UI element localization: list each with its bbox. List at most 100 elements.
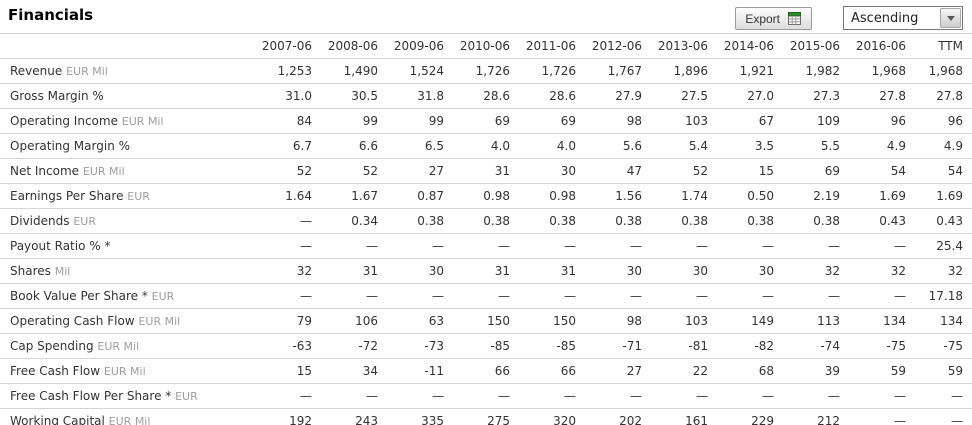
cell-value: —	[246, 233, 312, 259]
cell-value: 27.8	[906, 83, 972, 109]
cell-value: —	[312, 383, 378, 409]
column-header: 2010-06	[444, 34, 510, 59]
cell-value: —	[246, 383, 312, 409]
row-label: Free Cash Flow EUR Mil	[0, 358, 246, 384]
row-label: Book Value Per Share * EUR	[0, 283, 246, 309]
cell-value: 0.38	[378, 208, 444, 234]
table-row: Cap Spending EUR Mil -63 -72 -73 -85 -85 -71 -8…	[0, 333, 972, 359]
cell-value: -75	[906, 333, 972, 359]
cell-value: 25.4	[906, 233, 972, 259]
cell-value: -81	[642, 333, 708, 359]
cell-value: 79	[246, 308, 312, 334]
column-header: 2007-06	[246, 34, 312, 59]
cell-value: —	[774, 383, 840, 409]
cell-value: 6.6	[312, 133, 378, 159]
cell-value: —	[246, 208, 312, 234]
column-header: 2012-06	[576, 34, 642, 59]
cell-value: 27	[576, 358, 642, 384]
row-unit: EUR	[151, 290, 175, 303]
cell-value: 192	[246, 408, 312, 425]
cell-value: —	[840, 408, 906, 425]
cell-value: 63	[378, 308, 444, 334]
cell-value: —	[510, 283, 576, 309]
row-label-text: Payout Ratio % *	[10, 239, 111, 253]
cell-value: 96	[906, 108, 972, 134]
row-label-text: Free Cash Flow Per Share *	[10, 389, 172, 403]
cell-value: —	[642, 383, 708, 409]
cell-value: 59	[840, 358, 906, 384]
cell-value: 320	[510, 408, 576, 425]
cell-value: —	[708, 383, 774, 409]
cell-value: 2.19	[774, 183, 840, 209]
cell-value: 149	[708, 308, 774, 334]
row-label: Revenue EUR Mil	[0, 58, 246, 84]
cell-value: 66	[510, 358, 576, 384]
row-unit: EUR Mil	[121, 115, 164, 128]
row-label: Net Income EUR Mil	[0, 158, 246, 184]
cell-value: 32	[774, 258, 840, 284]
row-label: Operating Margin %	[0, 133, 246, 159]
row-label-text: Free Cash Flow	[10, 364, 101, 378]
cell-value: 243	[312, 408, 378, 425]
row-unit: EUR	[175, 390, 198, 403]
page-title: Financials	[8, 6, 94, 24]
cell-value: 335	[378, 408, 444, 425]
cell-value: 6.5	[378, 133, 444, 159]
column-header: TTM	[906, 34, 972, 59]
table-row: Gross Margin % 31.0 30.5 31.8 28.6 28.6 27.9 27…	[0, 83, 972, 109]
cell-value: —	[840, 383, 906, 409]
cell-value: 39	[774, 358, 840, 384]
cell-value: 31	[510, 258, 576, 284]
row-unit: EUR Mil	[138, 315, 181, 328]
table-row: Working Capital EUR Mil 192 243 335 275 320 20…	[0, 408, 972, 425]
export-button[interactable]: Export	[735, 7, 812, 30]
cell-value: 17.18	[906, 283, 972, 309]
row-label-text: Operating Margin %	[10, 139, 131, 153]
cell-value: 27	[378, 158, 444, 184]
cell-value: —	[840, 283, 906, 309]
dropdown-arrow-button[interactable]	[940, 8, 961, 28]
cell-value: —	[444, 383, 510, 409]
row-unit: EUR Mil	[66, 65, 108, 78]
cell-value: 59	[906, 358, 972, 384]
cell-value: —	[378, 383, 444, 409]
cell-value: —	[906, 383, 972, 409]
row-unit: Mil	[54, 265, 71, 278]
cell-value: 4.0	[510, 133, 576, 159]
cell-value: 113	[774, 308, 840, 334]
table-row: Operating Income EUR Mil 84 99 99 69 69 98 103 6…	[0, 108, 972, 134]
cell-value: 69	[444, 108, 510, 134]
chevron-down-icon	[946, 15, 955, 21]
cell-value: —	[510, 383, 576, 409]
cell-value: 150	[444, 308, 510, 334]
row-label-text: Net Income	[10, 164, 80, 178]
cell-value: 5.5	[774, 133, 840, 159]
cell-value: 0.43	[840, 208, 906, 234]
row-label-text: Gross Margin %	[10, 89, 104, 103]
column-header: 2015-06	[774, 34, 840, 59]
table-row: Operating Margin % 6.7 6.6 6.5 4.0 4.0 5.6 5.4 3…	[0, 133, 972, 159]
cell-value: 27.8	[840, 83, 906, 109]
cell-value: 31	[444, 158, 510, 184]
table-row: Book Value Per Share * EUR — — — — — — — — — —17.1…	[0, 283, 972, 309]
row-label-text: Operating Cash Flow	[10, 314, 135, 328]
table-row: Shares Mil 32 31 30 31 31 30 30 30 32 32 32	[0, 258, 972, 284]
cell-value: 69	[774, 158, 840, 184]
cell-value: 0.87	[378, 183, 444, 209]
cell-value: 109	[774, 108, 840, 134]
table-row: Earnings Per Share EUR 1.64 1.67 0.87 0.98 0.…	[0, 183, 972, 209]
sort-order-dropdown[interactable]: Ascending	[843, 6, 963, 30]
cell-value: 1,896	[642, 58, 708, 84]
cell-value: -63	[246, 333, 312, 359]
cell-value: 99	[312, 108, 378, 134]
table-body: Revenue EUR Mil 1,253 1,490 1,524 1,726 1,726…	[0, 58, 972, 425]
cell-value: 27.0	[708, 83, 774, 109]
cell-value: 0.98	[510, 183, 576, 209]
cell-value: —	[576, 233, 642, 259]
cell-value: 212	[774, 408, 840, 425]
cell-value: 67	[708, 108, 774, 134]
cell-value: 27.3	[774, 83, 840, 109]
cell-value: —	[444, 233, 510, 259]
cell-value: —	[312, 233, 378, 259]
cell-value: 1,921	[708, 58, 774, 84]
